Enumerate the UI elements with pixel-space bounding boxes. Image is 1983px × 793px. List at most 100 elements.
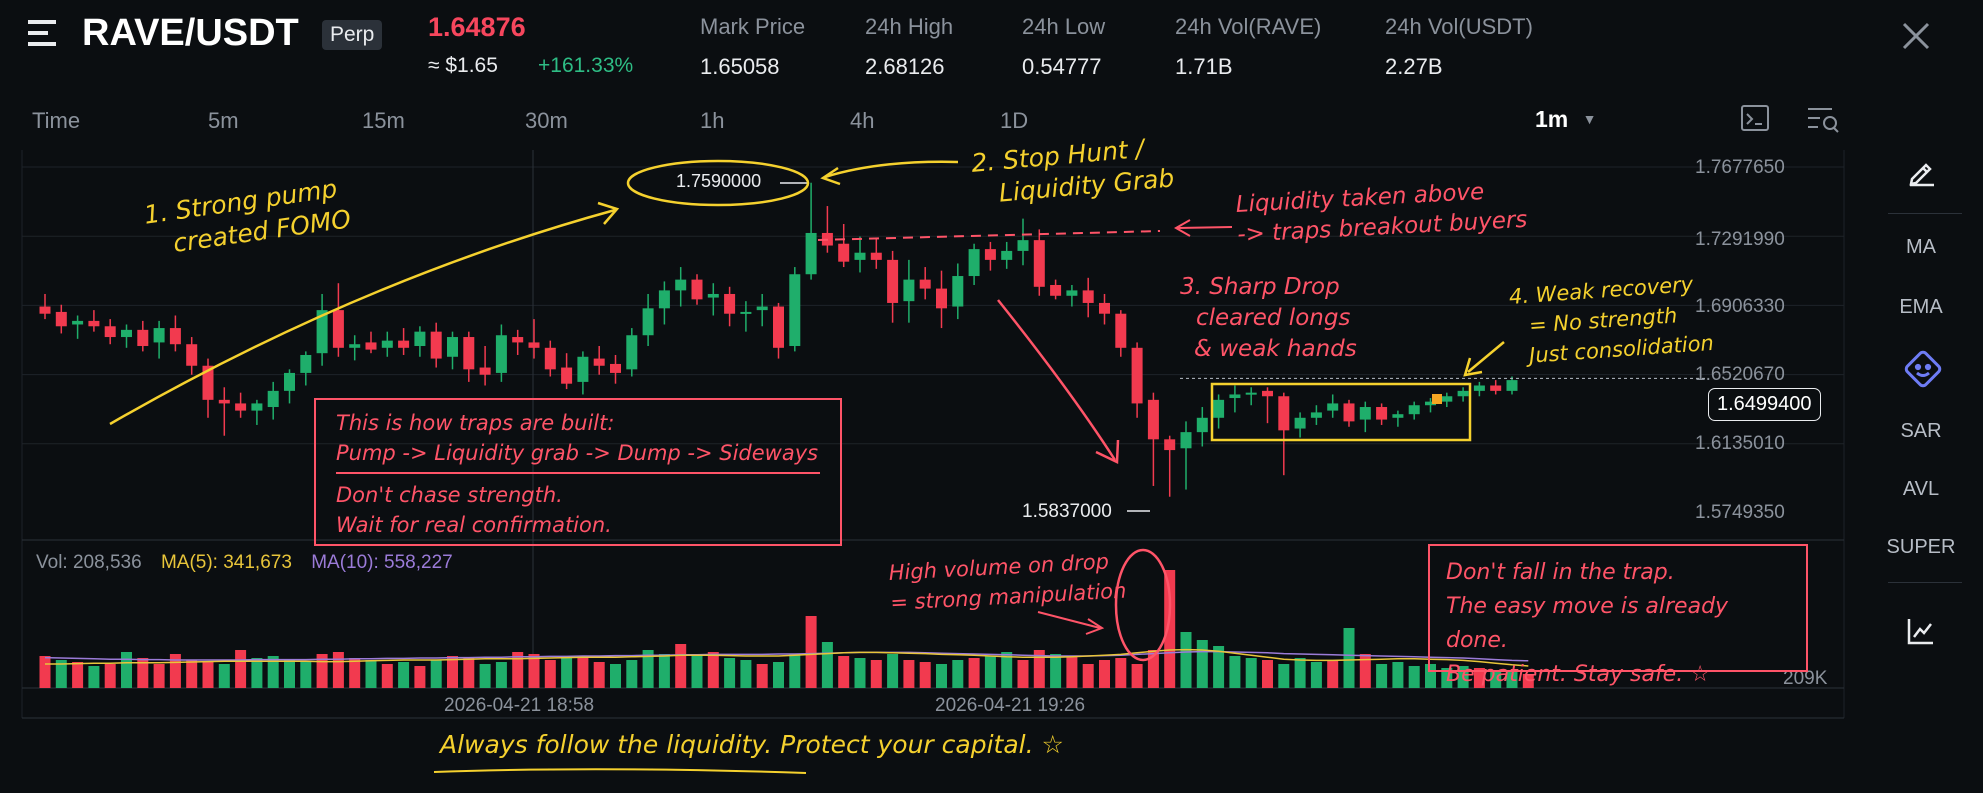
candle-body	[1147, 399, 1159, 440]
price-axis-label: 1.6906330	[1695, 296, 1785, 317]
sidebar-item-sar[interactable]: SAR	[1900, 420, 1942, 442]
volume-bar	[1392, 662, 1404, 688]
candle-body	[903, 279, 915, 302]
stat-value: 2.27B	[1385, 54, 1443, 79]
annotation-line: cleared longs	[1196, 305, 1351, 331]
candle-body	[610, 363, 621, 373]
candle-body	[39, 306, 51, 314]
tab-5m[interactable]: 5m	[208, 108, 239, 133]
candles	[39, 182, 1518, 497]
sidebar-item-avl[interactable]: AVL	[1902, 478, 1940, 500]
volume-bar	[365, 660, 377, 688]
volume-bar	[349, 658, 361, 688]
consolidation-box	[1210, 382, 1472, 442]
volume-bar	[626, 660, 638, 688]
draw-pen-icon[interactable]	[1906, 155, 1938, 187]
candle-body	[1490, 385, 1502, 391]
stat-label: Mark Price	[700, 14, 806, 39]
sidebar-item-ema[interactable]: EMA	[1899, 296, 1943, 318]
candle-body	[137, 329, 149, 347]
candle-body	[218, 399, 230, 404]
candle-body	[1115, 313, 1127, 348]
candle-body	[1506, 380, 1518, 391]
annotation-line: Don't fall in the trap.	[1446, 560, 1675, 585]
stat-24h-vol-rave: 24h Vol(RAVE) 1.71B	[1175, 14, 1321, 80]
candle-body	[284, 372, 295, 391]
volume-bar	[936, 664, 947, 688]
liquidity-line	[817, 230, 1161, 241]
candle-body	[72, 320, 84, 325]
price-axis-label: 1.6520670	[1695, 364, 1785, 385]
tab-15m[interactable]: 15m	[362, 108, 405, 133]
sidebar-item-ma[interactable]: MA	[1906, 236, 1936, 258]
candle-body	[1376, 407, 1388, 420]
tab-4h[interactable]: 4h	[850, 108, 875, 133]
candle-body	[1310, 412, 1322, 418]
candle-body	[316, 310, 328, 354]
candle-body	[1245, 392, 1257, 395]
volume-bar	[121, 652, 132, 688]
volume-bar	[169, 654, 181, 688]
stat-value: 2.68126	[865, 54, 945, 79]
candle-body	[675, 279, 687, 291]
last-candle-highlight	[1432, 394, 1442, 404]
volume-bar	[430, 660, 442, 688]
volume-bar	[740, 660, 752, 688]
volume-bar	[251, 658, 263, 688]
close-icon[interactable]	[1902, 22, 1930, 50]
stat-24h-high: 24h High 2.68126	[865, 14, 953, 80]
candle-body	[1017, 240, 1029, 251]
arrow-head	[1463, 357, 1483, 377]
menu-icon[interactable]	[28, 18, 62, 48]
volume-bar	[1457, 666, 1469, 688]
stat-mark-price: Mark Price 1.65058	[700, 14, 805, 80]
candle-body	[1343, 403, 1355, 422]
volume-bar	[1473, 668, 1485, 688]
volume-bar	[1425, 664, 1436, 688]
liquidity-arrow	[1177, 226, 1233, 229]
volume-bar	[658, 654, 670, 688]
candle-body	[870, 252, 882, 260]
candle-body	[349, 344, 361, 348]
volume-bar	[1278, 664, 1290, 688]
volume-bar	[984, 656, 996, 688]
tab-1h[interactable]: 1h	[700, 108, 725, 133]
volume-bar	[544, 660, 556, 688]
usd-price: ≈ $1.65	[428, 54, 498, 77]
chevron-down-icon: ▼	[1582, 111, 1597, 127]
volume-bar	[1262, 660, 1273, 688]
candle-body	[463, 337, 475, 370]
candle-body	[561, 367, 573, 384]
candle-body	[838, 243, 850, 262]
volume-bar	[773, 662, 784, 688]
indicator-search-icon[interactable]	[1806, 104, 1840, 134]
arrow-head	[1095, 439, 1120, 464]
chart-line-icon[interactable]	[1906, 616, 1936, 646]
assistant-bot-icon[interactable]	[1902, 348, 1944, 390]
candle-body	[984, 249, 996, 260]
sidebar-item-super[interactable]: SUPER	[1886, 536, 1956, 558]
volume-bar	[919, 662, 931, 688]
candle-body	[544, 347, 556, 370]
volume-bar	[577, 656, 589, 688]
candle-body	[251, 403, 263, 411]
volume-bar	[593, 662, 605, 688]
candle-body	[1131, 347, 1143, 404]
volume-bar	[218, 664, 230, 688]
tab-time[interactable]: Time	[32, 108, 81, 133]
chart-settings-icon[interactable]	[1740, 104, 1772, 134]
volume-bar	[479, 664, 491, 688]
volume-ma-lines	[44, 648, 1529, 667]
volume-bar	[300, 662, 312, 688]
interval-selector[interactable]: 1m ▼	[1535, 106, 1597, 133]
candle-body	[1050, 285, 1062, 296]
tab-1d[interactable]: 1D	[1000, 108, 1029, 133]
pair-symbol[interactable]: RAVE/USDT	[82, 12, 299, 54]
volume-arrow	[1037, 611, 1101, 629]
candle-body	[1033, 240, 1045, 287]
low-price-marker: 1.5837000	[1022, 501, 1112, 522]
candle-body	[773, 306, 784, 348]
tab-30m[interactable]: 30m	[525, 108, 568, 133]
sidebar-divider	[1888, 582, 1962, 583]
